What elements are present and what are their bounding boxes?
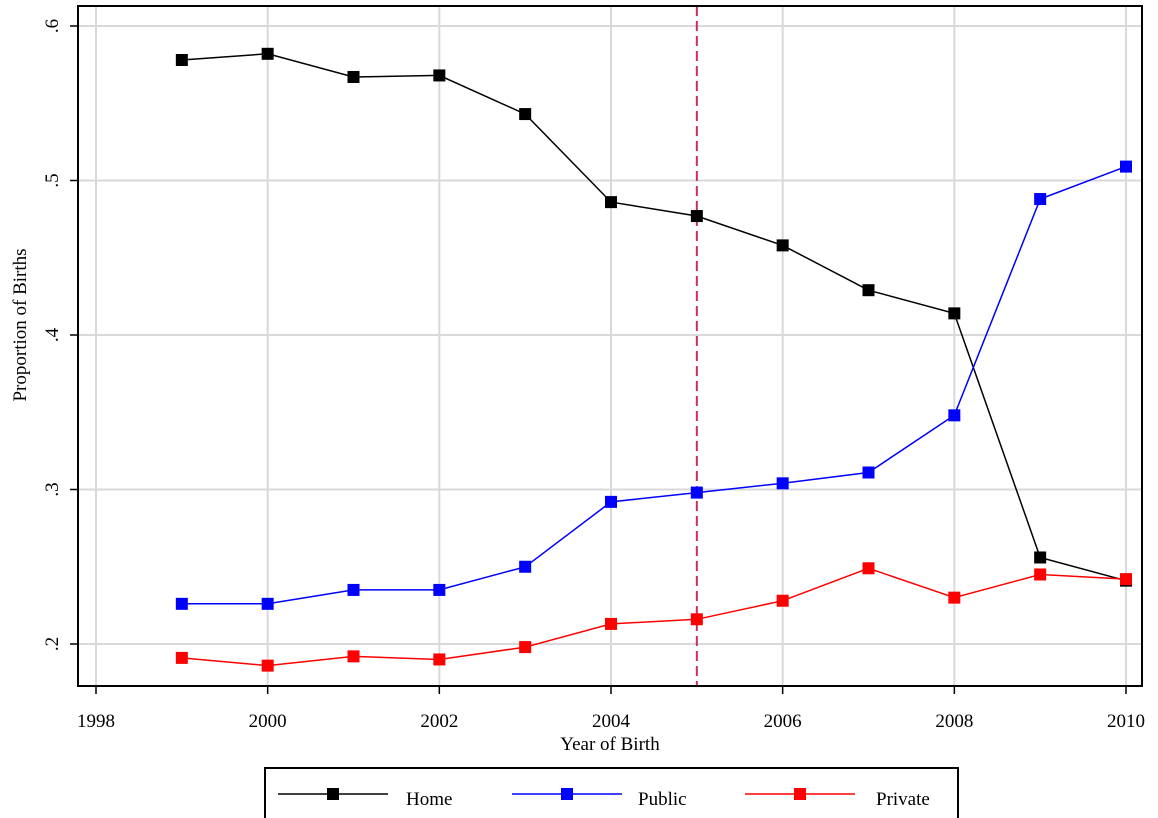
data-point-home [690,210,703,223]
legend-label-home: Home [406,789,452,810]
legend: Home Public Private [264,767,959,818]
series-line-public [181,165,1127,605]
data-point-public [948,409,961,422]
grid [78,6,1142,686]
legend-marker-public [561,788,573,800]
legend-marker-private [794,788,806,800]
data-point-private [1120,573,1132,586]
x-tick-label: 2010 [1107,711,1145,732]
data-point-public [261,597,274,610]
data-point-public [776,477,789,490]
data-point-public [1120,160,1132,173]
data-point-home [1034,551,1047,564]
x-tick-label: 2006 [764,711,802,732]
y-tick-label: .4 [42,327,63,342]
x-tick-label: 1998 [77,711,115,732]
data-point-private [948,591,961,604]
data-point-private [433,653,446,666]
data-point-home [519,108,532,121]
data-point-public [1034,193,1047,206]
data-point-home [948,307,961,320]
y-tick-label: .2 [42,637,63,651]
data-point-home [175,53,188,66]
legend-marker-home [327,788,339,800]
data-point-private [1034,568,1047,581]
axes: 1998 2000 2002 2004 2006 2008 2010 .2 .3 .4 .5 .6 [42,5,1145,732]
series-line-private [181,567,1127,667]
x-tick-label: 2004 [592,711,631,732]
legend-label-public: Public [638,789,687,810]
data-point-home [862,284,875,297]
data-point-home [776,239,789,252]
data-point-public [175,597,188,610]
data-point-public [433,583,446,596]
data-point-home [261,47,274,60]
data-point-private [261,659,274,672]
data-point-private [175,651,188,664]
x-tick-label: 2000 [249,711,287,732]
plot-frame [77,5,1143,687]
data-point-private [776,594,789,607]
data-point-public [519,560,532,573]
data-point-private [862,562,875,575]
legend-frame [264,767,959,818]
data-point-public [347,583,360,596]
data-point-private [690,613,703,626]
y-axis-label: Proportion of Births [10,248,31,401]
y-tick-label: .3 [42,482,63,496]
data-point-home [605,196,617,209]
y-tick-label: .6 [42,19,63,33]
data-point-private [347,650,360,663]
series-line-home [181,53,1127,582]
x-tick-label: 2002 [420,711,458,732]
x-axis-label: Year of Birth [560,734,660,755]
data-point-public [605,495,617,508]
data-point-public [690,486,703,499]
data-point-private [519,641,532,654]
y-tick-label: .5 [42,173,63,187]
data-point-home [433,69,446,82]
data-point-home [347,70,360,83]
data-point-public [862,466,875,479]
x-tick-label: 2008 [935,711,973,732]
legend-label-private: Private [876,789,930,810]
series-layer [175,47,1132,672]
data-point-private [605,617,617,630]
